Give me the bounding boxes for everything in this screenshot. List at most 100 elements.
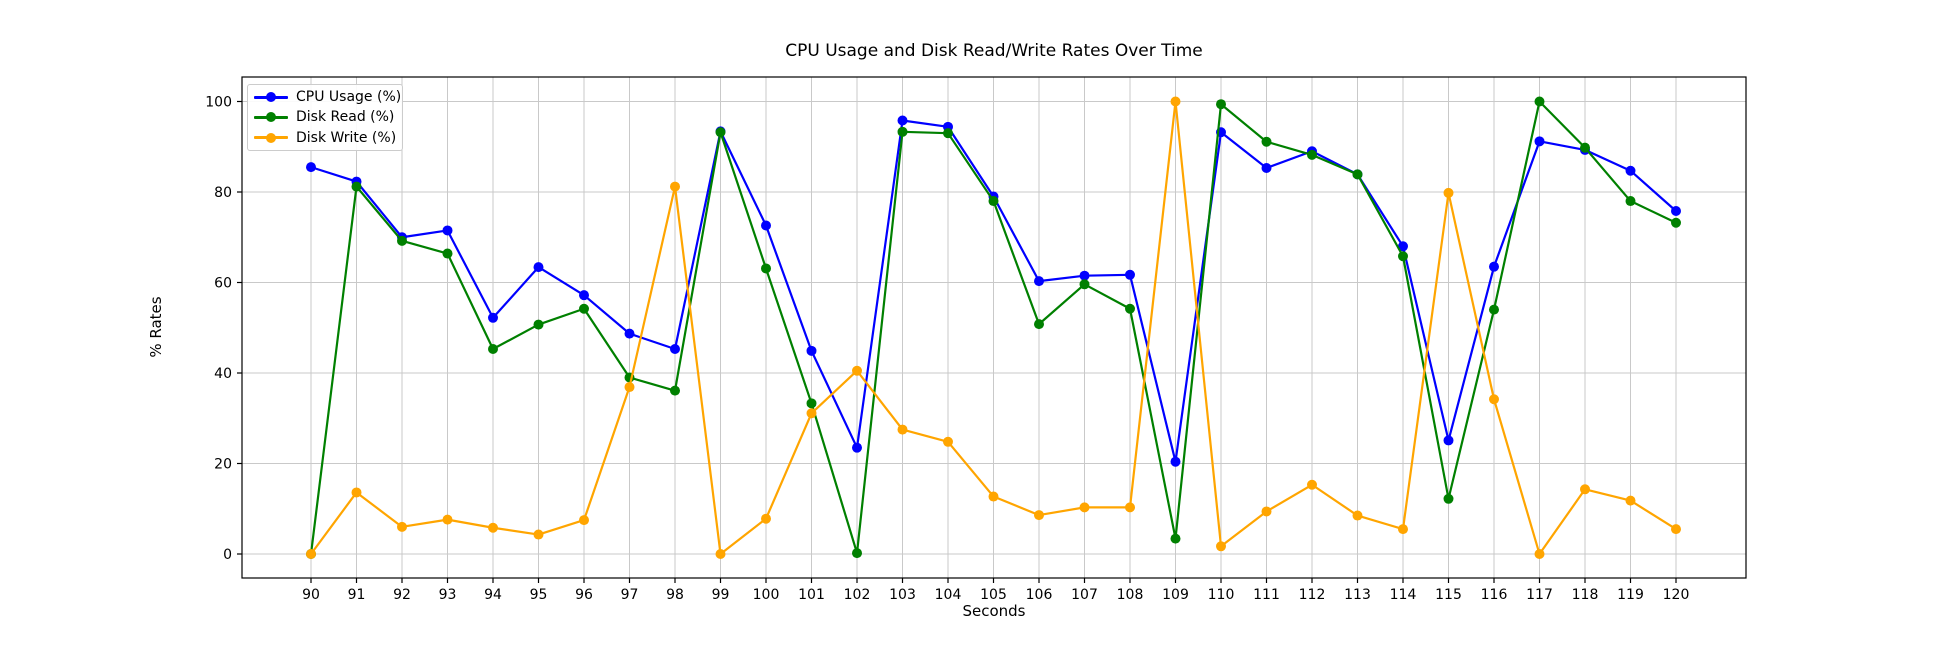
data-point xyxy=(1625,196,1636,207)
x-tick-label: 119 xyxy=(1617,587,1644,603)
y-axis-label: % Rates xyxy=(147,296,165,358)
data-point xyxy=(715,127,726,138)
x-tick-label: 97 xyxy=(621,587,639,603)
data-point xyxy=(1170,96,1181,107)
data-point xyxy=(442,514,453,525)
x-tick-label: 110 xyxy=(1208,587,1235,603)
data-point xyxy=(1489,304,1499,315)
x-tick-label: 105 xyxy=(980,587,1007,603)
y-tick-label: 20 xyxy=(214,457,232,473)
x-tick-label: 94 xyxy=(484,587,502,603)
data-point xyxy=(1261,136,1272,147)
data-point xyxy=(1534,96,1545,107)
x-tick-label: 98 xyxy=(666,587,684,603)
x-tick-label: 103 xyxy=(889,587,916,603)
x-tick-label: 104 xyxy=(935,587,962,603)
data-point xyxy=(1489,261,1499,272)
data-point xyxy=(306,162,316,173)
data-point xyxy=(988,491,999,502)
data-point xyxy=(488,312,498,323)
data-point xyxy=(1261,506,1272,517)
x-tick-label: 99 xyxy=(712,587,730,603)
data-point xyxy=(351,487,362,498)
data-point xyxy=(1125,303,1135,314)
data-point xyxy=(1079,270,1090,281)
data-point xyxy=(806,398,817,409)
data-point xyxy=(1034,276,1044,287)
data-point xyxy=(1580,142,1590,153)
x-tick-label: 102 xyxy=(844,587,871,603)
data-point xyxy=(579,303,589,314)
data-point xyxy=(1443,493,1454,504)
legend-item: CPU Usage (%) xyxy=(254,87,401,107)
data-point xyxy=(351,181,362,192)
data-point xyxy=(1352,169,1363,180)
legend-label: Disk Write (%) xyxy=(296,129,397,146)
data-point xyxy=(1034,319,1044,330)
x-tick-label: 117 xyxy=(1526,587,1553,603)
legend-marker-icon xyxy=(254,132,288,143)
legend-item: Disk Write (%) xyxy=(254,128,396,148)
data-point xyxy=(806,345,817,356)
data-point xyxy=(488,522,498,533)
data-point xyxy=(1534,136,1545,147)
x-tick-label: 93 xyxy=(439,587,457,603)
x-tick-label: 118 xyxy=(1572,587,1599,603)
x-tick-label: 112 xyxy=(1299,587,1326,603)
data-point xyxy=(488,344,498,355)
data-point xyxy=(852,442,862,453)
data-point xyxy=(1307,479,1317,490)
x-tick-label: 115 xyxy=(1435,587,1462,603)
data-point xyxy=(1307,149,1317,160)
data-point xyxy=(1534,549,1545,559)
data-point xyxy=(442,248,453,259)
x-tick-label: 95 xyxy=(530,587,548,603)
data-point xyxy=(1125,502,1135,513)
data-point xyxy=(579,290,589,301)
data-point xyxy=(1671,217,1681,228)
data-point xyxy=(1398,251,1408,262)
data-point xyxy=(1398,241,1408,252)
data-point xyxy=(897,126,908,137)
x-tick-label: 109 xyxy=(1162,587,1189,603)
data-point xyxy=(624,382,635,393)
data-point xyxy=(1580,484,1590,495)
legend-item: Disk Read (%) xyxy=(254,107,396,127)
data-point xyxy=(1079,502,1090,513)
data-point xyxy=(1671,206,1681,217)
x-tick-label: 107 xyxy=(1071,587,1098,603)
x-tick-label: 100 xyxy=(753,587,780,603)
data-point xyxy=(533,529,544,540)
data-point xyxy=(1489,394,1499,405)
legend-marker-icon xyxy=(254,112,288,123)
data-point xyxy=(442,225,453,236)
data-point xyxy=(1398,524,1408,535)
legend-marker-icon xyxy=(254,92,288,103)
data-point xyxy=(761,220,771,231)
data-point xyxy=(1625,495,1636,506)
data-point xyxy=(670,181,680,192)
data-point xyxy=(670,385,680,396)
data-point xyxy=(761,263,771,274)
data-point xyxy=(397,521,407,532)
data-point xyxy=(670,344,680,355)
x-tick-label: 101 xyxy=(798,587,825,603)
data-point xyxy=(1671,524,1681,535)
data-point xyxy=(397,235,407,246)
x-tick-label: 116 xyxy=(1481,587,1508,603)
data-point xyxy=(1125,269,1135,280)
data-point xyxy=(1261,163,1272,174)
data-point xyxy=(761,513,771,524)
x-tick-label: 91 xyxy=(348,587,366,603)
y-tick-label: 60 xyxy=(214,276,232,292)
data-point xyxy=(897,115,908,126)
gridlines xyxy=(242,77,1746,578)
data-point xyxy=(1352,510,1363,521)
data-point xyxy=(988,196,999,207)
legend-label: CPU Usage (%) xyxy=(296,89,402,106)
data-point xyxy=(533,262,544,273)
x-tick-label: 120 xyxy=(1663,587,1690,603)
y-tick-label: 0 xyxy=(223,547,232,563)
data-point xyxy=(897,424,908,435)
